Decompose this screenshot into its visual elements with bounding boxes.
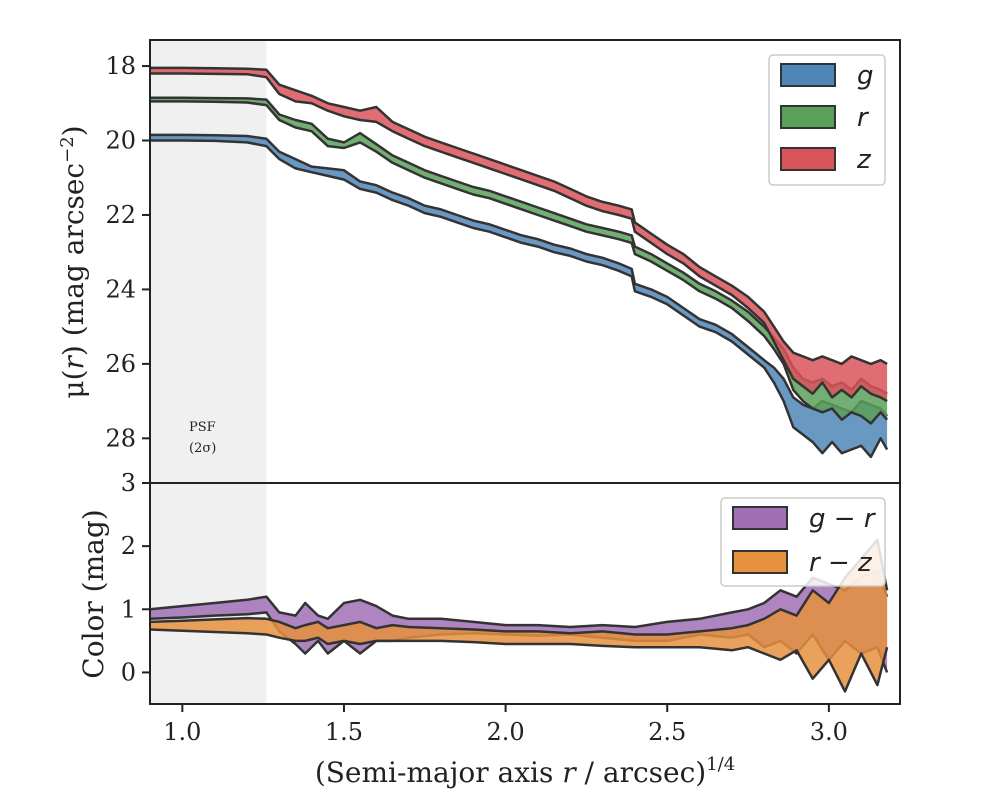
color-r-z-upper-edge bbox=[149, 538, 889, 636]
ylabel-part-close: ) bbox=[57, 125, 90, 136]
top-legend: grz bbox=[768, 54, 886, 186]
series-z-lower-edge bbox=[150, 72, 888, 403]
top-legend-swatch bbox=[780, 63, 836, 87]
bottom-panel: 0 1 2 3 1.0 1.5 2.0 2.5 3.0 g − r r − z bbox=[121, 469, 901, 746]
series-r-lower-edge bbox=[150, 100, 889, 425]
x-tick-label: 2.0 bbox=[487, 718, 525, 746]
series-g-lower-edge bbox=[150, 139, 889, 459]
color-r-z-band bbox=[149, 538, 889, 693]
x-axis-title: (Semi-major axis r / arcsec)1/4 bbox=[315, 754, 735, 789]
x-tick-label: 1.5 bbox=[325, 718, 363, 746]
xlabel-part-b: / arcsec) bbox=[576, 756, 707, 789]
xlabel-part-a: (Semi-major axis bbox=[315, 756, 562, 789]
color-r-z-lower-edge bbox=[149, 628, 889, 693]
top-y-tick-label: 20 bbox=[105, 127, 136, 155]
top-y-tick-label: 26 bbox=[105, 350, 136, 378]
bottom-legend-swatch bbox=[732, 506, 788, 530]
series-g-fill bbox=[150, 134, 888, 457]
bottom-y-tick-label: 1 bbox=[121, 595, 136, 623]
top-y-tick-label: 22 bbox=[105, 201, 136, 229]
top-y-tick-label: 28 bbox=[105, 424, 136, 452]
x-tick-label: 3.0 bbox=[810, 718, 848, 746]
bottom-legend-label: g − r bbox=[809, 504, 877, 534]
psf-label-line2: (2σ) bbox=[189, 441, 216, 456]
bottom-y-axis-title: Color (mag) bbox=[77, 509, 110, 678]
bottom-y-tick-label: 2 bbox=[121, 532, 136, 560]
bottom-legend: g − r r − z bbox=[720, 497, 886, 587]
bottom-legend-label: r − z bbox=[809, 548, 873, 578]
x-axis: 1.0 1.5 2.0 2.5 3.0 bbox=[163, 704, 848, 746]
bottom-y-tick-label: 3 bbox=[121, 469, 136, 497]
top-legend-swatch bbox=[780, 147, 836, 171]
top-series-layer bbox=[150, 66, 889, 459]
bottom-y-axis: 0 1 2 3 bbox=[121, 469, 150, 686]
series-z-band bbox=[150, 66, 888, 403]
x-tick-label: 2.5 bbox=[648, 718, 686, 746]
bottom-frame bbox=[149, 482, 901, 705]
bottom-y-tick-label: 0 bbox=[121, 658, 136, 686]
psf-label-line1: PSF bbox=[189, 420, 216, 435]
psf-region-bottom bbox=[150, 483, 267, 704]
series-z-fill bbox=[150, 67, 888, 402]
top-legend-swatch bbox=[780, 105, 836, 129]
series-z-upper-edge bbox=[150, 66, 888, 366]
xlabel-part-r: r bbox=[562, 756, 577, 789]
bottom-series-layer bbox=[149, 538, 889, 693]
top-panel: PSF (2σ) 18 20 22 24 26 28 grz bbox=[105, 39, 901, 484]
top-legend-label: z bbox=[856, 145, 872, 175]
xlabel-part-exp: 1/4 bbox=[706, 754, 735, 775]
ylabel-part-units: ) (mag arcsec bbox=[57, 163, 90, 356]
top-legend-label: r bbox=[857, 103, 870, 133]
ylabel-part-exp: −2 bbox=[57, 136, 78, 163]
top-legend-label: g bbox=[857, 61, 874, 91]
bottom-legend-swatch bbox=[732, 550, 788, 574]
psf-region bbox=[150, 40, 267, 483]
top-y-tick-label: 24 bbox=[105, 275, 136, 303]
x-tick-label: 1.0 bbox=[163, 718, 201, 746]
color-g-r-upper-edge bbox=[149, 570, 889, 629]
ylabel-part-mu: μ( bbox=[57, 369, 90, 398]
top-y-axis-title: μ(r) (mag arcsec−2) bbox=[57, 125, 90, 398]
ylabel-part-r: r bbox=[57, 354, 90, 369]
top-y-axis: 18 20 22 24 26 28 bbox=[105, 52, 150, 452]
top-y-tick-label: 18 bbox=[105, 52, 136, 80]
